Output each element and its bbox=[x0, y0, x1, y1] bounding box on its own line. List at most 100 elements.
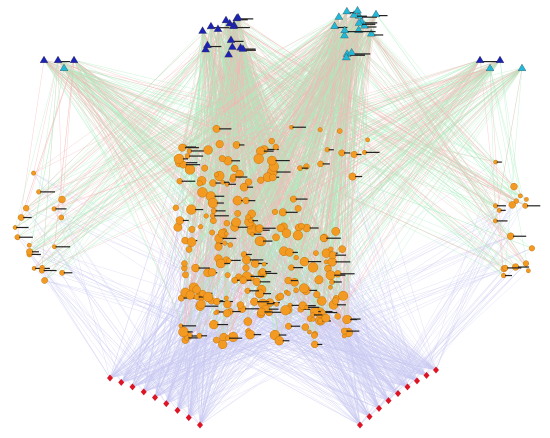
edge bbox=[286, 67, 491, 234]
edge bbox=[426, 199, 527, 376]
edge bbox=[219, 29, 345, 145]
node-label-mark bbox=[334, 274, 346, 276]
cyan-triangle-node bbox=[342, 6, 352, 15]
edge bbox=[358, 15, 496, 163]
node-label-mark bbox=[253, 233, 262, 235]
node-label-mark bbox=[323, 311, 338, 314]
edge bbox=[223, 337, 389, 401]
node-label-mark bbox=[290, 279, 298, 282]
edge bbox=[63, 67, 227, 299]
node-label-mark bbox=[232, 310, 241, 313]
gene-node bbox=[213, 336, 220, 344]
edge bbox=[375, 13, 515, 187]
gene-node bbox=[196, 180, 203, 187]
edge bbox=[233, 25, 517, 202]
node-label-mark bbox=[337, 304, 346, 306]
edge bbox=[352, 176, 437, 371]
node-label-mark bbox=[295, 198, 308, 200]
edge bbox=[218, 67, 523, 239]
cyan-triangle-node bbox=[485, 63, 495, 71]
gene-node bbox=[311, 340, 319, 349]
edge bbox=[222, 344, 380, 409]
edge bbox=[29, 10, 358, 246]
gene-node bbox=[255, 224, 264, 233]
edge bbox=[63, 67, 190, 337]
blue-triangle-node bbox=[53, 55, 63, 63]
node-label-mark bbox=[266, 303, 277, 305]
node-label-mark bbox=[237, 226, 251, 228]
edge bbox=[20, 14, 355, 218]
gene-node bbox=[313, 250, 319, 256]
gene-node bbox=[215, 258, 226, 269]
gene-node bbox=[234, 210, 242, 217]
gene-node bbox=[185, 246, 193, 253]
node-label-mark bbox=[483, 61, 498, 63]
gene-node bbox=[365, 137, 370, 143]
gene-node bbox=[213, 297, 221, 306]
node-label-mark bbox=[201, 335, 208, 337]
gene-node bbox=[317, 296, 327, 306]
gene-node bbox=[512, 263, 520, 271]
node-label-mark bbox=[16, 226, 29, 229]
edge bbox=[216, 339, 399, 394]
node-label-mark bbox=[326, 237, 341, 239]
edge bbox=[247, 290, 408, 388]
edge bbox=[38, 25, 212, 193]
edge bbox=[337, 13, 377, 317]
node-label-mark bbox=[243, 48, 256, 50]
edge bbox=[227, 67, 491, 162]
node-label-mark bbox=[245, 308, 260, 310]
edge bbox=[357, 10, 496, 222]
edge bbox=[63, 67, 218, 302]
edge bbox=[232, 46, 526, 207]
node-label-mark bbox=[328, 149, 334, 151]
edge bbox=[337, 67, 523, 317]
gene-node bbox=[188, 225, 196, 233]
node-label-mark bbox=[223, 181, 230, 183]
edge bbox=[29, 244, 361, 426]
edge bbox=[319, 13, 377, 130]
edge bbox=[73, 59, 188, 338]
edge bbox=[29, 251, 380, 409]
node-label-mark bbox=[350, 54, 365, 56]
gene-node bbox=[290, 277, 299, 287]
node-label-mark bbox=[343, 152, 351, 154]
gene-node bbox=[285, 290, 291, 296]
edge bbox=[218, 11, 348, 247]
edge bbox=[224, 67, 491, 237]
cyan-triangle-node bbox=[334, 12, 344, 20]
blue-triangle-node bbox=[226, 35, 236, 43]
gene-node bbox=[272, 233, 280, 242]
edge bbox=[261, 67, 523, 290]
edge bbox=[184, 67, 523, 148]
edge bbox=[17, 237, 133, 388]
edge bbox=[282, 59, 501, 213]
edge bbox=[54, 246, 167, 404]
edge bbox=[426, 275, 504, 376]
blue-triangle-node bbox=[233, 12, 243, 21]
node-label-mark bbox=[282, 340, 290, 342]
node-label-mark bbox=[500, 209, 506, 211]
gene-node bbox=[280, 305, 291, 316]
edge bbox=[265, 308, 437, 371]
blue-triangle-node bbox=[39, 55, 49, 63]
edge bbox=[121, 226, 201, 383]
diamond-node bbox=[414, 377, 420, 385]
edge bbox=[210, 67, 523, 197]
edge bbox=[322, 312, 437, 371]
node-label-mark bbox=[507, 267, 522, 269]
edge bbox=[63, 67, 308, 308]
gene-node bbox=[301, 323, 309, 331]
gene-node bbox=[320, 309, 326, 315]
edge bbox=[15, 10, 348, 228]
gene-node bbox=[192, 285, 201, 294]
node-label-mark bbox=[526, 205, 541, 207]
gene-node bbox=[317, 127, 323, 133]
gene-node bbox=[58, 214, 65, 221]
edge bbox=[240, 47, 496, 163]
node-label-mark bbox=[236, 26, 250, 29]
edge bbox=[326, 67, 523, 254]
node-label-mark bbox=[55, 246, 71, 248]
gene-node bbox=[23, 205, 30, 212]
cyan-triangle-node bbox=[347, 48, 356, 56]
